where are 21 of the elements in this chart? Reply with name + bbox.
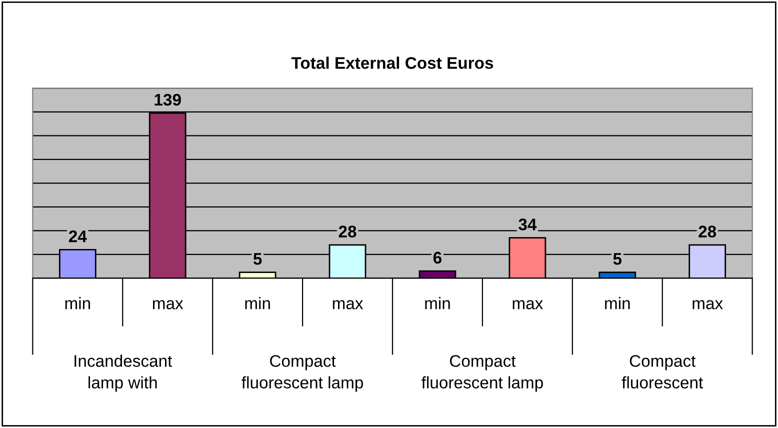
text: Compact fluorescent lamp [242, 355, 363, 392]
x-tick-label: max [512, 300, 543, 310]
text: Compact fluorescent [622, 355, 704, 388]
x-tick-label: max [152, 300, 184, 310]
x-tick-label: max [332, 300, 364, 310]
text: Incandescant lamp with [74, 354, 172, 392]
x-tick-label: min [605, 297, 630, 310]
data-label: 28 [338, 226, 356, 238]
data-label: 5 [253, 253, 262, 265]
chart-title: Total External Cost Euros [291, 56, 494, 69]
data-label: 24 [68, 230, 87, 242]
data-label: 28 [698, 226, 716, 238]
data-label: 6 [433, 252, 442, 264]
text: Compact fluorescent lamp [422, 355, 543, 392]
data-label: 5 [613, 253, 622, 265]
data-label: 139 [154, 94, 181, 106]
x-tick-label: min [245, 297, 270, 310]
x-tick-label: min [65, 297, 90, 310]
x-tick-label: min [425, 297, 450, 310]
x-tick-label: max [692, 300, 723, 310]
data-label: 34 [518, 218, 537, 230]
